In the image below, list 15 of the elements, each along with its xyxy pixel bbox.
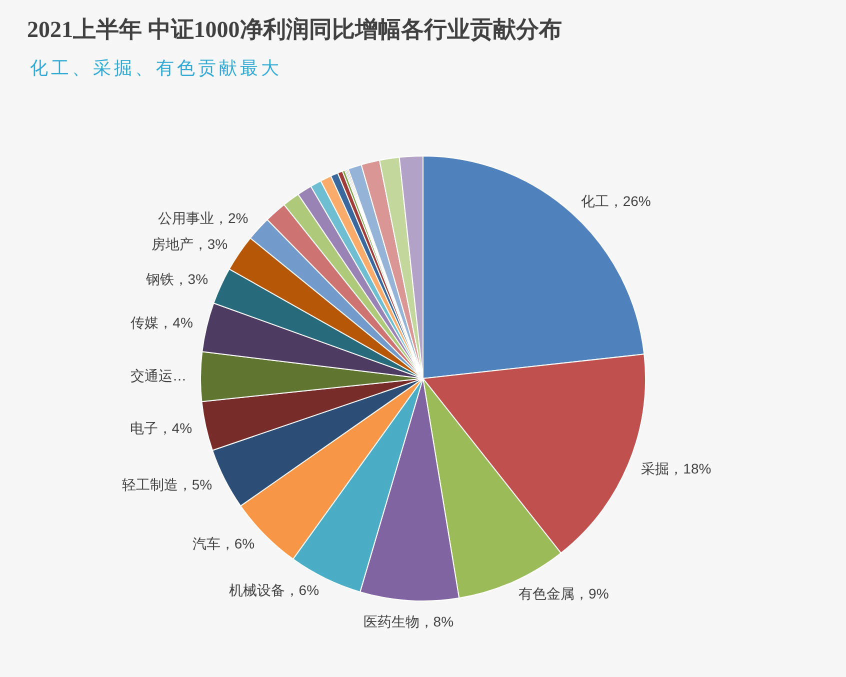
chart-subtitle: 化工、采掘、有色贡献最大: [30, 57, 282, 80]
slice-label: 有色金属，9%: [518, 586, 609, 602]
slice-label: 电子，4%: [130, 420, 192, 436]
slice-label: 轻工制造，5%: [122, 476, 212, 492]
slice-label: 采掘，18%: [641, 460, 712, 477]
slice-label: 交通运…: [130, 367, 187, 384]
slice-label: 钢铁，3%: [144, 270, 208, 287]
slice-label: 机械设备，6%: [228, 582, 320, 598]
slice-label: 房地产，3%: [151, 236, 228, 252]
slice-label: 医药生物，8%: [363, 613, 454, 630]
slice-label: 传媒，4%: [130, 314, 193, 331]
slice-label: 化工，26%: [580, 193, 651, 210]
slice-label: 汽车，6%: [192, 535, 255, 552]
slice-label: 公用事业，2%: [158, 210, 248, 226]
chart-title: 2021上半年 中证1000净利润同比增幅各行业贡献分布: [27, 16, 562, 44]
